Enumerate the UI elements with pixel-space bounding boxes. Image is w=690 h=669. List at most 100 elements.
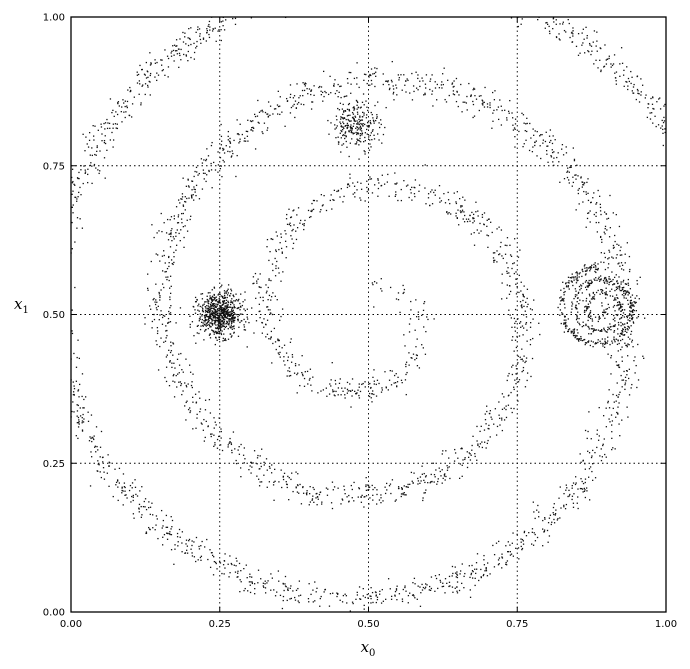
data-point	[186, 197, 188, 200]
data-point	[313, 94, 315, 97]
data-point	[189, 326, 191, 328]
data-point	[135, 493, 137, 496]
data-point	[207, 25, 209, 27]
data-point	[586, 269, 588, 271]
data-point	[559, 517, 561, 519]
data-point	[84, 169, 86, 171]
data-point	[576, 294, 578, 296]
data-point	[363, 79, 365, 81]
data-point	[557, 306, 559, 309]
data-point	[212, 311, 214, 314]
data-point	[614, 240, 616, 243]
data-point	[132, 513, 135, 515]
data-point	[553, 518, 555, 521]
data-point	[542, 528, 544, 530]
data-point	[229, 333, 231, 335]
data-point	[368, 486, 370, 488]
data-point	[516, 533, 518, 536]
data-point	[581, 275, 583, 278]
data-point	[356, 132, 358, 135]
data-point	[230, 324, 233, 326]
data-point	[277, 570, 280, 572]
data-point	[414, 359, 416, 361]
data-point	[615, 299, 617, 301]
data-point	[177, 214, 180, 216]
data-point	[429, 204, 431, 207]
data-point	[309, 368, 312, 370]
data-point	[588, 316, 590, 319]
data-point	[233, 319, 236, 321]
data-point	[164, 315, 166, 317]
data-point	[358, 586, 361, 588]
data-point	[499, 253, 501, 255]
data-point	[579, 272, 581, 274]
data-point	[270, 573, 272, 575]
data-point	[349, 390, 351, 392]
data-point	[124, 490, 126, 492]
data-point	[517, 547, 520, 549]
data-point	[520, 305, 522, 307]
data-point	[76, 217, 79, 219]
data-point	[613, 331, 615, 333]
data-point	[126, 100, 129, 103]
data-point	[108, 465, 111, 467]
data-point	[231, 326, 234, 328]
data-point	[185, 539, 188, 541]
data-point	[181, 193, 184, 195]
data-point	[308, 88, 311, 90]
data-point	[587, 212, 589, 215]
data-point	[96, 150, 98, 153]
data-point	[343, 96, 345, 98]
data-point	[346, 392, 349, 394]
data-point	[306, 494, 308, 496]
data-point	[574, 288, 577, 290]
data-point	[636, 75, 638, 78]
data-point	[578, 203, 580, 205]
data-point	[372, 601, 374, 604]
data-point	[514, 118, 517, 120]
data-point	[293, 209, 295, 211]
data-point	[604, 330, 606, 332]
data-point	[84, 171, 87, 173]
data-point	[612, 306, 615, 308]
data-point	[586, 306, 588, 308]
data-point	[231, 314, 234, 317]
data-point	[486, 575, 489, 577]
data-point	[514, 322, 516, 325]
data-point	[417, 311, 420, 313]
data-point	[478, 446, 480, 448]
data-point	[633, 309, 635, 312]
data-point	[516, 378, 518, 380]
data-point	[223, 312, 225, 314]
data-point	[192, 194, 194, 196]
data-point	[618, 309, 620, 311]
data-point	[511, 326, 513, 328]
data-point	[410, 357, 412, 359]
data-point	[184, 200, 186, 203]
data-point	[143, 500, 145, 503]
data-point	[208, 300, 210, 302]
data-point	[531, 528, 534, 530]
data-point	[441, 482, 443, 484]
data-point	[607, 353, 609, 355]
data-point	[218, 325, 220, 327]
data-point	[224, 315, 227, 318]
data-point	[603, 346, 606, 348]
data-point	[237, 576, 239, 578]
data-point	[164, 49, 166, 51]
data-point	[577, 507, 579, 510]
data-point	[571, 185, 573, 187]
data-point	[195, 560, 197, 563]
data-point	[226, 320, 228, 322]
data-point	[356, 120, 358, 122]
data-point	[395, 589, 398, 591]
data-point	[652, 96, 654, 98]
data-point	[647, 107, 649, 109]
data-point	[295, 589, 298, 591]
data-point	[596, 433, 598, 435]
data-point	[513, 272, 516, 275]
data-point	[584, 267, 586, 269]
data-point	[269, 105, 272, 107]
data-point	[156, 79, 158, 82]
data-point	[612, 393, 614, 396]
